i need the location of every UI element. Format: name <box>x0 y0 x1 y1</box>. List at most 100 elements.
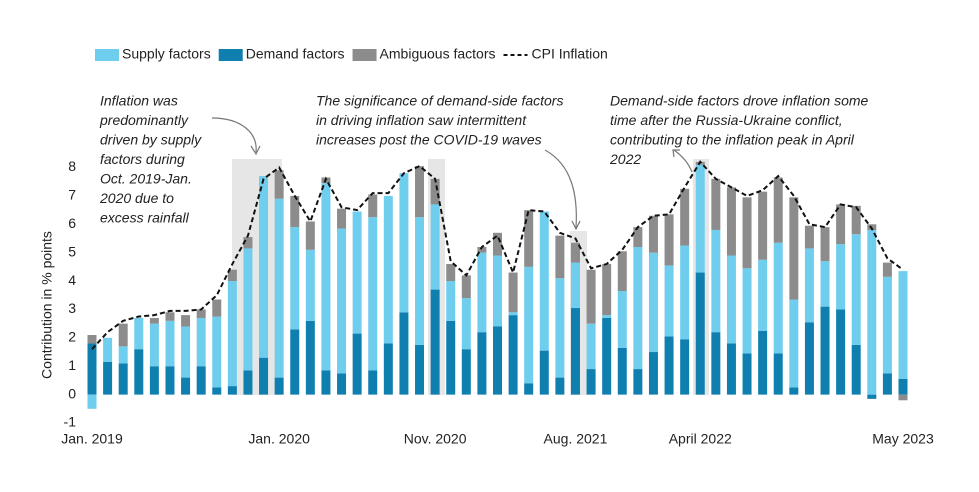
annotation: excess rainfall <box>100 210 190 226</box>
bar-segment <box>773 353 783 395</box>
bar-segment <box>820 227 830 262</box>
legend-label: Demand factors <box>246 46 345 62</box>
legend-label: CPI Inflation <box>532 46 608 62</box>
bar-segment <box>103 361 113 395</box>
bar-segment <box>882 262 892 277</box>
bar-segment <box>711 178 721 230</box>
bar-segment <box>103 337 113 362</box>
y-axis-label: Contribution in % points <box>39 231 55 379</box>
bar-segment <box>836 204 846 245</box>
arrow-head <box>672 149 680 158</box>
bar-segment <box>118 346 128 364</box>
annotation: in driving inflation saw intermittent <box>316 112 527 128</box>
bar-segment <box>383 195 393 344</box>
bar-segment <box>259 176 269 358</box>
annotation: The significance of demand-side factors <box>316 93 563 109</box>
annotation: contributing to the inflation peak in Ap… <box>610 132 855 148</box>
annotation: Oct. 2019-Jan. <box>100 171 192 187</box>
bar-segment <box>274 377 284 395</box>
bar-segment <box>321 370 331 395</box>
bar-segment <box>758 330 768 395</box>
bar-segment <box>555 235 565 279</box>
bar-segment <box>118 363 128 395</box>
bar-segment <box>648 352 658 395</box>
bar-segment <box>368 194 378 218</box>
bar-segment <box>493 232 502 256</box>
bar-segment <box>87 343 97 395</box>
bar-segment <box>570 262 580 309</box>
bar-segment <box>477 252 487 333</box>
bar-segment <box>508 315 518 395</box>
bar-segment <box>446 281 456 321</box>
bar-segment <box>680 339 690 395</box>
bar-segment <box>243 248 253 371</box>
bar-segment <box>399 173 409 313</box>
legend-label: Supply factors <box>122 46 211 62</box>
bar-segment <box>664 336 674 395</box>
bar-segment <box>430 204 440 290</box>
bar-segment <box>570 308 580 395</box>
bar-segment <box>134 317 144 350</box>
bar-segment <box>399 312 409 395</box>
bar-segment <box>243 237 253 249</box>
bar-segment <box>570 242 580 263</box>
bar-segment <box>118 323 128 347</box>
annotation: increases post the COVID-19 waves <box>316 132 542 148</box>
arrow-head <box>571 220 581 231</box>
bar-segment <box>851 205 861 235</box>
y-tick-label: -1 <box>64 414 77 430</box>
highlight <box>232 159 282 395</box>
bar-segment <box>259 357 269 395</box>
bar-segment <box>773 242 783 354</box>
bar-segment <box>664 214 674 266</box>
arrow <box>211 117 257 153</box>
bar-segment <box>212 387 222 395</box>
bar-segment <box>415 166 425 218</box>
bar-segment <box>586 369 596 395</box>
bar-segment <box>602 315 612 318</box>
y-tick-label: 6 <box>68 215 76 231</box>
bar-segment <box>726 187 736 256</box>
bar-segment <box>415 344 425 395</box>
bar-segment <box>711 332 721 395</box>
annotation: predominantly <box>99 112 189 128</box>
bar-segment <box>602 264 612 316</box>
bar-segment <box>212 299 222 317</box>
bar-segment <box>633 247 643 370</box>
bar-segment <box>165 366 175 395</box>
legend-swatch <box>352 49 377 61</box>
annotation: 2022 <box>609 151 641 167</box>
y-tick-label: 0 <box>68 385 76 401</box>
bar-segment <box>867 229 877 395</box>
bar-segment <box>337 208 347 229</box>
bar-segment <box>461 275 471 299</box>
annotation: time after the Russia-Ukraine conflict, <box>610 112 843 128</box>
bar-segment <box>539 350 549 395</box>
legend-swatch <box>218 49 243 61</box>
bar-segment <box>337 228 347 374</box>
bar-segment <box>617 347 627 395</box>
bar-segment <box>305 221 315 250</box>
bar-segment <box>617 251 627 291</box>
bar-segment <box>368 217 378 371</box>
bar-segment <box>555 377 565 395</box>
y-tick-label: 2 <box>68 329 76 345</box>
bar-segment <box>368 370 378 395</box>
x-tick-label: Nov. 2020 <box>404 431 467 447</box>
x-tick-label: Jan. 2020 <box>248 431 310 447</box>
bar-segment <box>227 269 237 282</box>
bar-segment <box>477 247 487 253</box>
bar-segment <box>820 261 830 307</box>
annotation: Inflation was <box>100 93 178 109</box>
bar-segment <box>149 323 159 367</box>
arrow-head <box>250 145 261 156</box>
bar-segment <box>758 259 768 331</box>
bar-segment <box>337 373 347 395</box>
bar-segment <box>196 317 206 367</box>
bar-segment <box>898 379 908 395</box>
bar-segment <box>274 170 284 199</box>
bar-segment <box>181 377 191 395</box>
bar-segment <box>165 320 175 367</box>
bar-segment <box>149 366 159 395</box>
